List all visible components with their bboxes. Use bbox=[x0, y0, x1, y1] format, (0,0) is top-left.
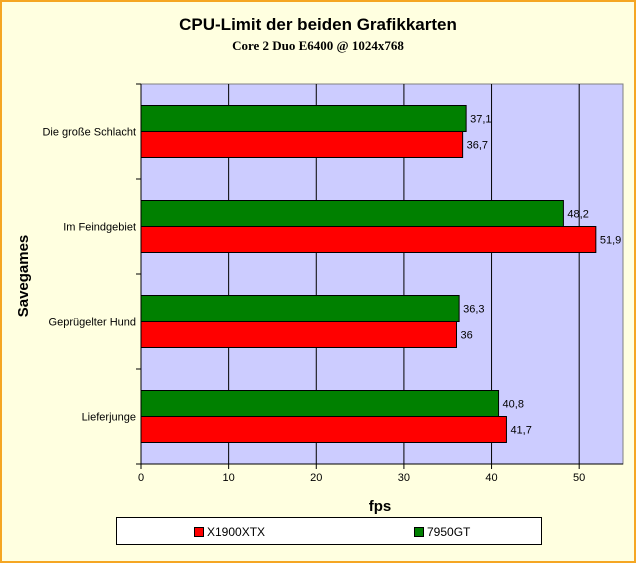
axes-group bbox=[136, 83, 623, 469]
bar-series-7950gt-3 bbox=[140, 390, 500, 417]
bar-series-7950gt-0 bbox=[140, 105, 467, 132]
legend-label-x1900xtx: X1900XTX bbox=[207, 525, 266, 539]
x-tick-label-0: 0 bbox=[138, 472, 144, 484]
category-label-3: Lieferjunge bbox=[82, 412, 136, 424]
bar-series-7950gt-1 bbox=[140, 200, 564, 227]
x-tick-label-2: 20 bbox=[310, 472, 322, 484]
bar-series-x1900xtx-0 bbox=[140, 131, 464, 158]
data-label-series-7950gt-3: 40,8 bbox=[503, 399, 524, 411]
x-tick-label-3: 30 bbox=[398, 472, 410, 484]
data-label-series-7950gt-1: 48,2 bbox=[567, 209, 588, 221]
bar-series-x1900xtx-2 bbox=[140, 321, 457, 348]
bar-series-x1900xtx-1 bbox=[140, 226, 597, 253]
x-axis-title: fps bbox=[369, 498, 392, 515]
data-label-series-x1900xtx-1: 51,9 bbox=[600, 235, 621, 247]
category-label-1: Im Feindgebiet bbox=[63, 222, 136, 234]
labels-group: 0 10 20 30 40 50 Die große Schlacht 37,1 36,7 Im … bbox=[42, 114, 621, 485]
chart-title: CPU-Limit der beiden Grafikkarten bbox=[179, 15, 457, 34]
x-tick-label-1: 10 bbox=[223, 472, 235, 484]
category-label-0: Die große Schlacht bbox=[42, 127, 136, 139]
x-tick-label-5: 50 bbox=[573, 472, 585, 484]
bar-series-x1900xtx-3 bbox=[140, 416, 507, 443]
chart-subtitle: Core 2 Duo E6400 @ 1024x768 bbox=[232, 38, 404, 53]
data-label-series-x1900xtx-3: 41,7 bbox=[510, 425, 531, 437]
legend-swatch-x1900xtx bbox=[194, 527, 204, 537]
data-label-series-x1900xtx-2: 36 bbox=[460, 330, 472, 342]
legend-label-7950gt: 7950GT bbox=[427, 525, 471, 539]
y-axis-title: Savegames bbox=[15, 235, 32, 318]
bar-series-7950gt-2 bbox=[140, 295, 460, 322]
x-tick-label-4: 40 bbox=[485, 472, 497, 484]
data-label-series-x1900xtx-0: 36,7 bbox=[467, 140, 488, 152]
bars-group bbox=[140, 105, 597, 443]
legend: X1900XTX 7950GT bbox=[116, 517, 542, 545]
legend-item-x1900xtx: X1900XTX bbox=[194, 525, 265, 539]
category-label-2: Geprügelter Hund bbox=[49, 317, 136, 329]
data-label-series-7950gt-2: 36,3 bbox=[463, 304, 484, 316]
legend-swatch-7950gt bbox=[414, 527, 424, 537]
data-label-series-7950gt-0: 37,1 bbox=[470, 114, 491, 126]
legend-item-7950gt: 7950GT bbox=[414, 525, 470, 539]
